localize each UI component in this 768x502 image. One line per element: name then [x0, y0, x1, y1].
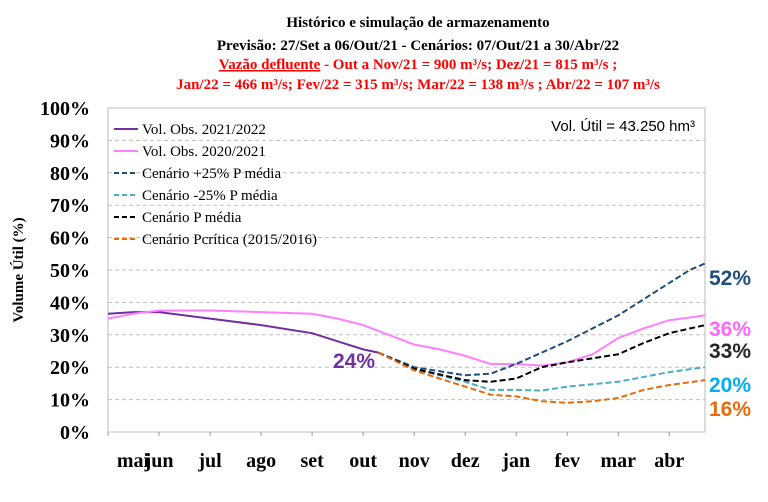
x-tick-label: set: [300, 450, 324, 472]
x-tick-label: fev: [554, 450, 580, 472]
legend-label: Cenário Pcrítica (2015/2016): [142, 232, 317, 248]
note-head: Vazão defluente: [219, 57, 321, 73]
x-tick-label: jul: [197, 450, 222, 472]
x-tick-label: mar: [600, 450, 636, 472]
x-tick-label: out: [349, 450, 377, 472]
legend-label: Cenário -25% P média: [142, 188, 278, 204]
series-line: [377, 351, 706, 404]
y-tick-label: 90%: [50, 130, 90, 152]
series-line: [107, 309, 706, 367]
end-label: 24%: [333, 350, 375, 373]
x-tick-label: abr: [654, 450, 684, 472]
x-tick-label: mai: [117, 450, 150, 472]
legend-label: Cenário +25% P média: [142, 166, 281, 182]
y-tick-label: 50%: [50, 260, 90, 282]
chart-title: Histórico e simulação de armazenamento: [286, 15, 549, 31]
legend-label: Cenário P média: [142, 210, 242, 226]
end-label: 16%: [709, 398, 751, 421]
x-tick-label: nov: [399, 450, 430, 472]
end-label: 33%: [709, 340, 751, 363]
y-tick-label: 20%: [50, 357, 90, 379]
y-tick-label: 40%: [50, 292, 90, 314]
legend-label: Vol. Obs. 2021/2022: [142, 122, 266, 138]
note-line: Jan/22 = 466 m³/s; Fev/22 = 315 m³/s; Ma…: [176, 77, 660, 93]
y-tick-label: 0%: [60, 422, 90, 444]
y-tick-label: 80%: [50, 163, 90, 185]
x-tick-label: ago: [246, 450, 276, 472]
y-tick-label: 70%: [50, 195, 90, 217]
note-text: - Out a Nov/21 = 900 m³/s; Dez/21 = 815 …: [320, 57, 617, 73]
series-line: [378, 351, 706, 392]
info: Vol. Útil = 43.250 hm³: [551, 118, 695, 135]
y-tick-label: 60%: [50, 228, 90, 250]
end-label: 36%: [709, 318, 751, 341]
end-label: 20%: [709, 374, 751, 397]
x-tick-label: jan: [501, 450, 530, 472]
x-tick-label: dez: [451, 450, 480, 472]
legend-label: Vol. Obs. 2020/2021: [142, 144, 266, 160]
y-tick-label: 30%: [50, 325, 90, 347]
chart-subtitle: Previsão: 27/Set a 06/Out/21 - Cenários:…: [217, 38, 619, 54]
x-tick-label: jun: [144, 450, 174, 472]
y-axis-label: Volume Útil (%): [10, 217, 27, 322]
series-line: [378, 262, 706, 377]
series-line: [378, 324, 706, 383]
y-tick-label: 10%: [50, 390, 90, 412]
end-label: 52%: [709, 267, 751, 290]
y-tick-label: 100%: [40, 98, 90, 120]
note-line: Vazão defluente - Out a Nov/21 = 900 m³/…: [219, 57, 617, 73]
